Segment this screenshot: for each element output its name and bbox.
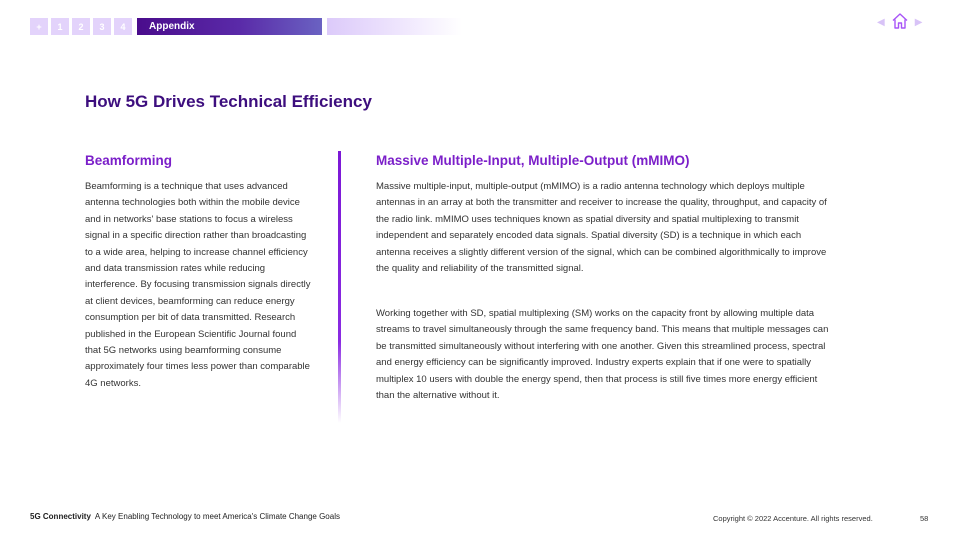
nav-fade-bar — [327, 18, 462, 35]
home-icon[interactable] — [891, 12, 909, 35]
next-page-icon[interactable]: ▶ — [914, 17, 923, 28]
mmimo-body-paragraph-1: Massive multiple-input, multiple-output … — [376, 181, 827, 275]
nav-item-1[interactable]: 1 — [51, 18, 69, 35]
prev-page-icon[interactable]: ◀ — [877, 17, 885, 28]
column-divider — [338, 151, 341, 423]
section-nav: + 1 2 3 4 Appendix — [30, 18, 462, 35]
nav-item-2[interactable]: 2 — [72, 18, 90, 35]
beamforming-heading: Beamforming — [85, 153, 173, 168]
page-controls: ◀ ▶ — [877, 12, 923, 35]
page-number: 58 — [920, 514, 929, 523]
beamforming-body: Beamforming is a technique that uses adv… — [85, 181, 311, 389]
mmimo-body-paragraph-2: Working together with SD, spatial multip… — [376, 308, 829, 402]
nav-item-appendix[interactable]: Appendix — [137, 18, 322, 35]
mmimo-heading: Massive Multiple-Input, Multiple-Output … — [376, 153, 690, 168]
nav-item-3[interactable]: 3 — [93, 18, 111, 35]
footer-subtitle: A Key Enabling Technology to meet Americ… — [94, 512, 340, 521]
page-title: How 5G Drives Technical Efficiency — [85, 92, 372, 111]
footer-brand: 5G Connectivity — [30, 512, 91, 521]
footer-copyright: Copyright © 2022 Accenture. All rights r… — [713, 514, 873, 523]
nav-item-4[interactable]: 4 — [114, 18, 132, 35]
nav-plus[interactable]: + — [30, 18, 48, 35]
footer-document-title: 5G Connectivity A Key Enabling Technology… — [30, 512, 340, 521]
